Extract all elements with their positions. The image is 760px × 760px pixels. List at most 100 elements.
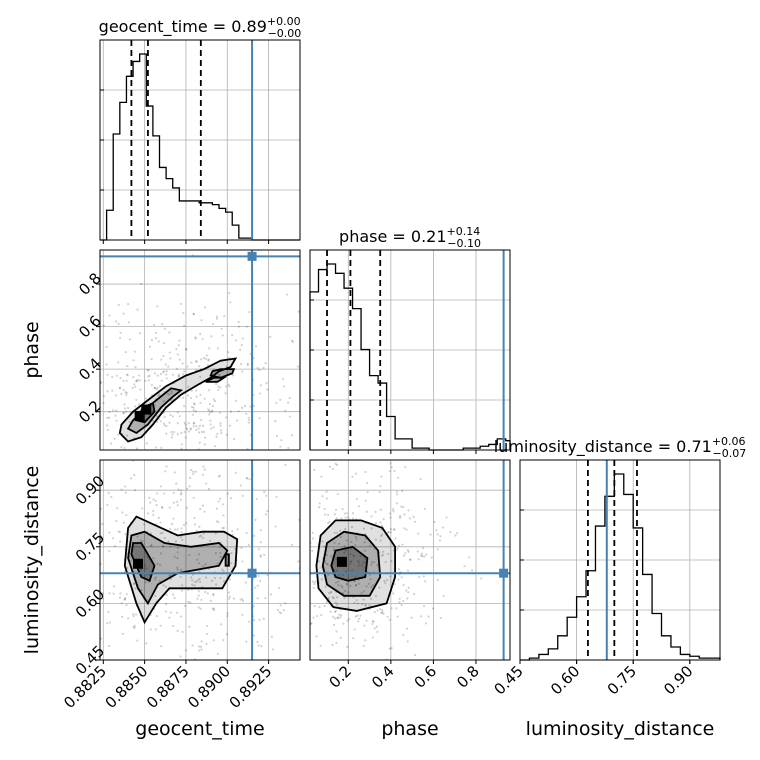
sample-point <box>204 436 207 439</box>
sample-point <box>307 622 309 624</box>
sample-point <box>348 617 351 621</box>
sample-point <box>228 595 231 598</box>
sample-point <box>351 569 354 572</box>
sample-point <box>121 511 124 514</box>
sample-point <box>165 373 168 376</box>
sample-point <box>363 566 366 569</box>
sample-point <box>139 539 143 542</box>
sample-point <box>71 577 73 579</box>
sample-point <box>273 596 275 598</box>
sample-point <box>170 391 173 394</box>
sample-point <box>281 537 283 539</box>
sample-point <box>259 555 262 558</box>
sample-point <box>326 513 330 517</box>
sample-point <box>125 603 128 607</box>
sample-point <box>204 590 207 594</box>
sample-point <box>170 522 173 526</box>
sample-point <box>145 573 148 576</box>
sample-point <box>320 614 323 617</box>
sample-point <box>365 619 368 622</box>
sample-point <box>388 618 392 621</box>
sample-point <box>412 592 416 596</box>
sample-point <box>136 308 139 311</box>
sample-point <box>312 468 316 472</box>
sample-point <box>124 485 127 488</box>
sample-point <box>155 615 158 618</box>
truth-marker <box>247 568 257 578</box>
sample-point <box>132 582 136 586</box>
sample-point <box>325 497 328 500</box>
sample-point <box>52 419 54 421</box>
sample-point <box>147 369 150 372</box>
sample-point <box>147 512 150 515</box>
sample-point <box>315 635 318 638</box>
sample-point <box>401 489 404 492</box>
sample-point <box>463 565 466 568</box>
sample-point <box>222 526 225 530</box>
sample-point <box>162 584 165 587</box>
sample-point <box>151 419 155 423</box>
sample-point <box>393 469 396 473</box>
sample-point <box>325 553 329 557</box>
panel-frame <box>99 39 301 241</box>
sample-point <box>248 478 251 481</box>
sample-point <box>198 441 201 444</box>
sample-point <box>187 600 190 603</box>
sample-point <box>248 310 251 314</box>
sample-point <box>273 483 275 485</box>
sample-point <box>343 512 346 515</box>
sample-point <box>219 424 222 427</box>
sample-point <box>146 461 148 463</box>
sample-point <box>47 342 49 344</box>
sample-point <box>197 427 200 430</box>
sample-point <box>290 582 292 584</box>
sample-point <box>240 440 242 442</box>
sample-point <box>376 630 379 633</box>
sample-point <box>256 366 259 370</box>
sample-point <box>198 580 202 584</box>
sample-point <box>400 505 403 508</box>
sample-point <box>127 303 130 306</box>
sample-point <box>161 371 165 374</box>
sample-point <box>393 528 396 532</box>
sample-point <box>114 394 118 397</box>
sample-point <box>343 505 345 507</box>
sample-point <box>384 560 387 564</box>
sample-point <box>275 582 277 584</box>
sample-point <box>118 386 122 389</box>
sample-point <box>285 293 289 296</box>
sample-point <box>394 537 397 540</box>
sample-point <box>211 404 215 408</box>
sample-point <box>427 615 430 618</box>
sample-point <box>203 306 207 309</box>
sample-point <box>349 584 352 587</box>
sample-point <box>162 422 165 425</box>
sample-point <box>191 579 194 582</box>
sample-point <box>194 580 197 583</box>
sample-point <box>130 498 132 500</box>
sample-point <box>219 555 222 558</box>
sample-point <box>170 430 173 434</box>
sample-point <box>335 661 337 663</box>
sample-point <box>408 517 411 520</box>
sample-point <box>199 333 202 336</box>
sample-point <box>188 553 191 557</box>
sample-point <box>370 585 373 589</box>
sample-point <box>154 337 158 340</box>
sample-point <box>125 513 128 517</box>
sample-point <box>235 419 239 422</box>
sample-point <box>147 375 150 378</box>
sample-point <box>229 497 233 500</box>
sample-point <box>89 519 91 521</box>
sample-point <box>180 492 183 495</box>
sample-point <box>336 663 338 665</box>
sample-point <box>274 525 277 528</box>
sample-point <box>357 505 360 508</box>
sample-point <box>363 624 366 627</box>
sample-point <box>290 501 292 503</box>
sample-point <box>305 370 307 372</box>
contour-line <box>330 545 369 582</box>
panel-frame <box>309 249 511 451</box>
sample-point <box>241 599 245 603</box>
panel-frame <box>519 459 721 661</box>
